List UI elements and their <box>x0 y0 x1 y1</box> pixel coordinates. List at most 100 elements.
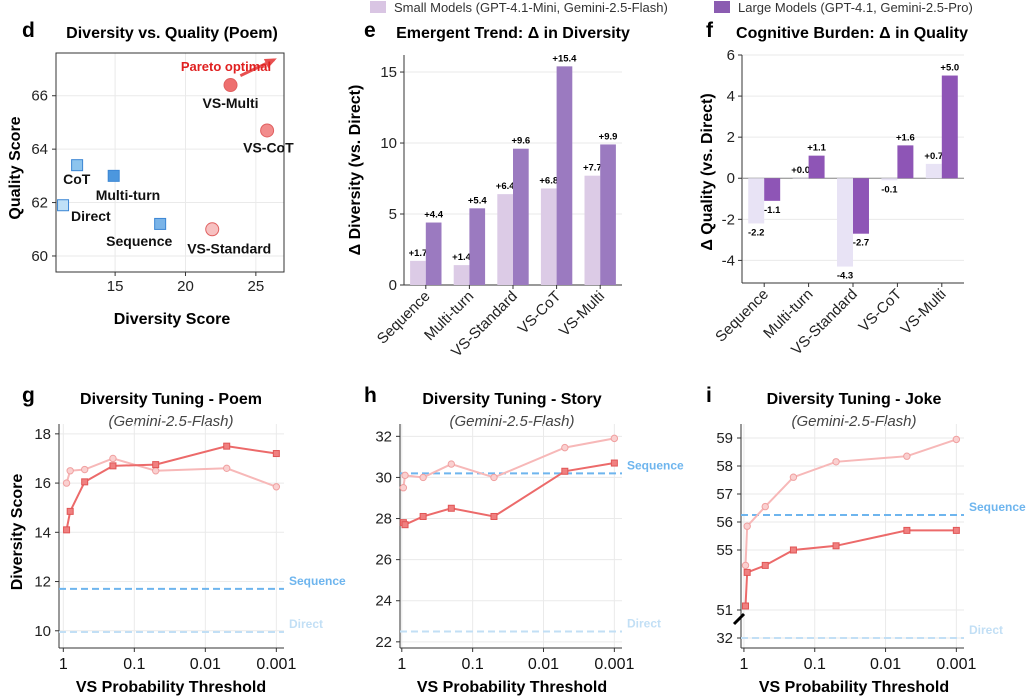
y-tick-label: 10 <box>380 135 397 152</box>
x-tick-label: 1 <box>739 656 748 673</box>
y-tick-label: 30 <box>375 469 392 486</box>
y-tick-label: 59 <box>716 430 733 447</box>
data-point-dark <box>561 467 569 475</box>
data-point-dark <box>223 442 231 450</box>
bar-value-label: +15.4 <box>552 53 577 64</box>
bar-small <box>540 188 557 285</box>
y-tick-label: 56 <box>716 514 733 531</box>
panel-h: h Diversity Tuning - Story (Gemini-2.5-F… <box>364 384 684 696</box>
bar-value-label: +6.8 <box>539 175 558 186</box>
bar-value-label: +5.4 <box>468 195 487 206</box>
bar-value-label: -4.3 <box>837 271 853 282</box>
x-tick-label: 15 <box>107 278 124 295</box>
data-point-light <box>743 522 751 530</box>
bar-small <box>881 178 898 181</box>
y-tick-label: 10 <box>34 623 51 640</box>
bar-value-label: +1.7 <box>409 248 428 259</box>
data-point-dark <box>66 507 74 515</box>
data-point-dark <box>81 478 89 486</box>
y-tick-label: 26 <box>375 552 392 569</box>
panel-label-f: f <box>706 19 714 42</box>
bar-large <box>897 145 914 179</box>
data-point-light <box>761 502 769 511</box>
panel-title-g: Diversity Tuning - Poem <box>80 391 262 408</box>
point-label: VS-CoT <box>243 139 294 155</box>
y-axis-label-f: Δ Quality (vs. Direct) <box>699 93 716 250</box>
legend-swatch-small <box>370 1 386 13</box>
series-line-dark <box>744 529 957 607</box>
y-tick-label: 28 <box>375 511 392 528</box>
y-tick-label: 12 <box>34 574 51 591</box>
data-point-light <box>80 465 89 474</box>
bar-large <box>808 155 825 179</box>
data-point-light <box>903 452 911 460</box>
bar-small <box>410 260 426 285</box>
panel-e: e Emergent Trend: Δ in Diversity Δ Diver… <box>347 19 630 361</box>
data-point-dark <box>742 602 750 610</box>
point-label: Multi-turn <box>96 187 161 203</box>
data-point-light <box>789 473 798 481</box>
x-tick-label: VS-Multi <box>898 286 950 338</box>
bar-large <box>941 75 958 179</box>
baseline-label: Direct <box>289 617 323 631</box>
panel-label-d: d <box>22 19 35 42</box>
point-cot <box>71 159 84 172</box>
point-label: VS-Standard <box>187 240 271 256</box>
bar-value-label: -2.7 <box>853 238 869 249</box>
y-tick-label: 15 <box>380 64 397 81</box>
bar-large <box>764 178 781 201</box>
point-vs-standard <box>205 222 220 237</box>
y-tick-label: 2 <box>727 129 735 146</box>
bar-value-label: +9.9 <box>599 131 618 142</box>
pareto-arrow-head <box>263 58 277 69</box>
y-tick-label: 6 <box>727 47 735 64</box>
point-vs-cot <box>260 123 275 138</box>
series-line-light <box>744 438 957 566</box>
data-point-dark <box>952 526 960 534</box>
data-point-light <box>223 464 231 473</box>
x-tick-label: 1 <box>397 656 406 673</box>
bar-value-label: -2.2 <box>748 227 764 238</box>
data-point-dark <box>401 521 409 529</box>
bar-small <box>584 175 601 285</box>
pareto-annotation: Pareto optimal <box>181 59 271 74</box>
baseline-label: Sequence <box>627 458 684 472</box>
baseline-label: Sequence <box>289 574 346 588</box>
y-tick-label: 24 <box>375 593 392 610</box>
bar-large <box>556 66 573 285</box>
bar-value-label: -0.1 <box>881 184 898 195</box>
data-point-light <box>447 460 456 468</box>
data-point-dark <box>832 542 840 550</box>
x-tick-label: 0.1 <box>804 656 826 673</box>
y-axis-label-e: Δ Diversity (vs. Direct) <box>347 85 364 256</box>
point-sequence <box>154 217 167 230</box>
data-point-dark <box>490 512 498 520</box>
y-tick-label: 4 <box>727 88 735 105</box>
x-tick-label: 25 <box>248 278 265 295</box>
data-point-light <box>610 434 619 443</box>
y-tick-label: -4 <box>722 252 735 269</box>
point-label: CoT <box>63 171 91 187</box>
data-point-light <box>401 471 409 480</box>
data-point-dark <box>610 459 618 467</box>
bar-large <box>425 222 442 285</box>
x-tick-label: 0.01 <box>528 656 559 673</box>
panel-title-f: Cognitive Burden: Δ in Quality <box>736 25 968 42</box>
data-point-dark <box>272 450 280 458</box>
point-label: VS-Multi <box>203 95 259 111</box>
x-axis-label-i: VS Probability Threshold <box>759 679 949 696</box>
x-tick-label: 1 <box>59 656 68 673</box>
legend: Small Models (GPT-4.1-Mini, Gemini-2.5-F… <box>370 0 973 15</box>
panel-label-e: e <box>364 19 376 42</box>
panel-f: f Cognitive Burden: Δ in Quality Δ Quali… <box>699 19 968 359</box>
point-vs-multi <box>223 78 238 93</box>
legend-swatch-large <box>714 1 730 13</box>
panel-label-g: g <box>22 384 35 407</box>
panel-title-e: Emergent Trend: Δ in Diversity <box>396 25 630 42</box>
panel-g: g Diversity Tuning - Poem (Gemini-2.5-Fl… <box>9 384 346 696</box>
bar-small <box>453 265 470 285</box>
series-line-light <box>65 457 277 488</box>
data-point-light <box>741 561 750 570</box>
x-axis-label-h: VS Probability Threshold <box>417 679 607 696</box>
